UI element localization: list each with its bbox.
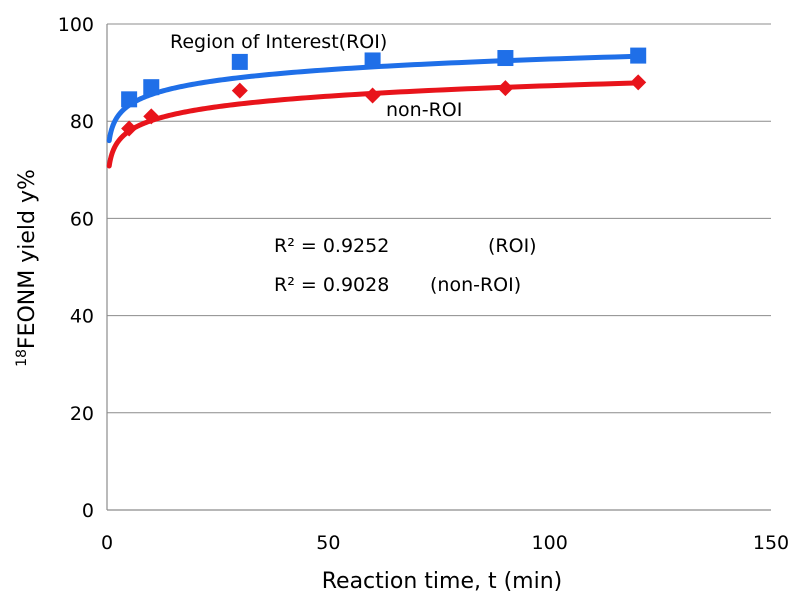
x-tick-label: 50 [316, 532, 340, 554]
tick-labels: 0 20 40 60 80 100 0 50 100 150 [58, 14, 789, 554]
y-axis-title-superscript: 18 [14, 349, 30, 367]
r-squared-roi-value: R² = 0.9252 [274, 235, 389, 257]
data-point-roi [143, 79, 160, 96]
r-squared-roi-label: (ROI) [488, 235, 537, 257]
data-point-non-roi [143, 108, 160, 125]
data-point-non-roi [497, 80, 514, 97]
data-point-roi [364, 52, 381, 69]
data-point-roi [630, 47, 647, 64]
y-tick-label: 0 [82, 500, 94, 522]
legend-label-non-roi: non-ROI [386, 99, 462, 121]
data-point-non-roi [121, 120, 138, 137]
r-squared-non-roi-value: R² = 0.9028 [274, 274, 389, 296]
y-axis-title: 18FEONM yield y% [14, 169, 40, 367]
x-axis-title: Reaction time, t (min) [322, 569, 563, 594]
data-point-non-roi [364, 87, 381, 104]
trendline-series-1 [106, 80, 641, 169]
x-tick-label: 0 [101, 532, 113, 554]
trendlines [106, 53, 641, 169]
data-point-roi [121, 91, 138, 108]
data-point-roi [497, 50, 514, 67]
y-axis-title-main: FEONM yield y% [15, 169, 40, 349]
data-points [121, 47, 647, 137]
y-tick-label: 60 [70, 208, 94, 230]
data-point-non-roi [630, 74, 647, 91]
data-point-non-roi [231, 82, 248, 99]
data-point-roi [231, 53, 248, 70]
y-tick-label: 20 [70, 403, 94, 425]
x-tick-label: 150 [753, 532, 789, 554]
trendline-series-0 [106, 53, 641, 144]
y-tick-label: 80 [70, 111, 94, 133]
r-squared-non-roi-label: (non-ROI) [430, 274, 521, 296]
x-tick-label: 100 [532, 532, 568, 554]
gridlines [107, 23, 771, 414]
y-tick-label: 100 [58, 14, 94, 36]
y-tick-label: 40 [70, 306, 94, 328]
legend-label-roi: Region of Interest(ROI) [170, 31, 387, 53]
axes [106, 24, 771, 511]
